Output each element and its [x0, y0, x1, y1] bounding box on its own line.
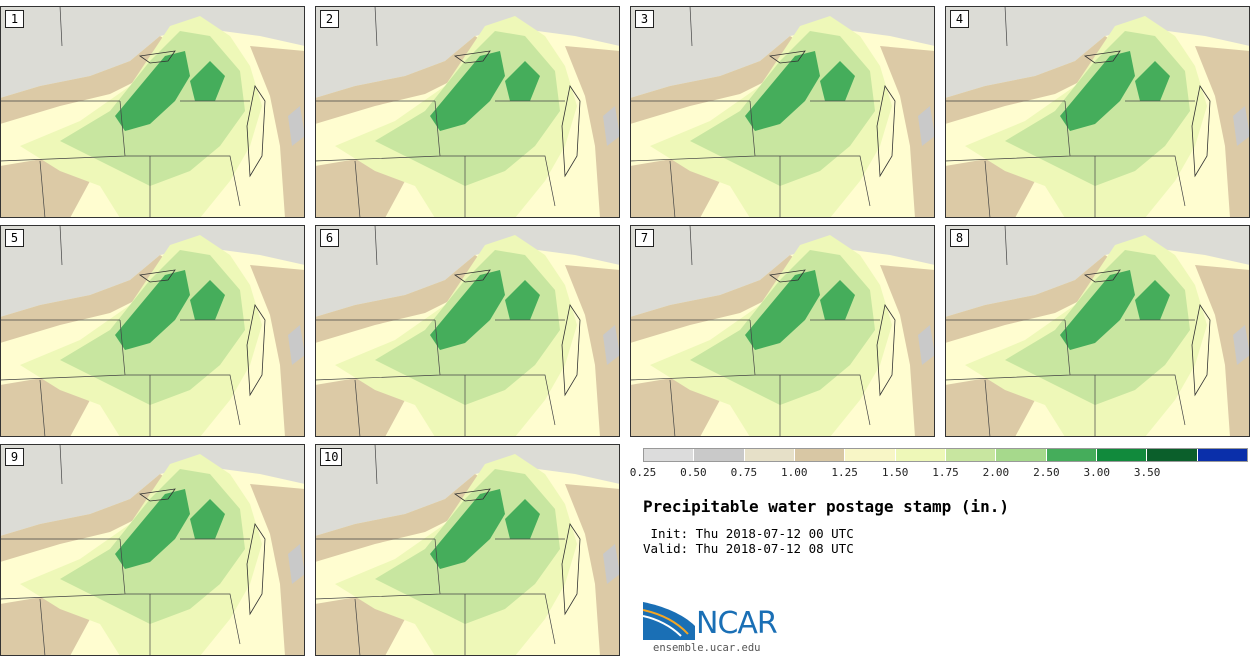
- ensemble-member-panel: 3: [630, 6, 935, 218]
- colorbar-tick: 0.50: [680, 466, 707, 479]
- colorbar-swatch: [1046, 449, 1097, 461]
- colorbar-swatch: [644, 449, 695, 461]
- colorbar-swatch: [945, 449, 997, 461]
- ensemble-member-panel: 6: [315, 225, 620, 437]
- precipitable-water-map: [0, 225, 305, 437]
- colorbar-tick: 1.00: [781, 466, 808, 479]
- member-number-label: 2: [320, 10, 339, 28]
- ensemble-member-panel: 10: [315, 444, 620, 656]
- member-number-label: 10: [320, 448, 343, 466]
- colorbar-tick: 3.00: [1083, 466, 1111, 479]
- colorbar-swatch: [1096, 449, 1148, 461]
- colorbar-tick: 2.00: [982, 466, 1010, 479]
- colorbar: [643, 448, 1248, 462]
- ensemble-member-panel: 2: [315, 6, 620, 218]
- ensemble-member-panel: 4: [945, 6, 1250, 218]
- member-number-label: 5: [5, 229, 24, 247]
- precipitable-water-map: [630, 6, 935, 218]
- precipitable-water-map: [0, 6, 305, 218]
- colorbar-swatch: [996, 449, 1047, 461]
- member-number-label: 7: [635, 229, 654, 247]
- init-time: Init: Thu 2018-07-12 00 UTC: [643, 526, 854, 541]
- chart-title: Precipitable water postage stamp (in.): [643, 497, 1010, 516]
- precipitable-water-map: [945, 6, 1250, 218]
- colorbar-tick: 1.50: [881, 466, 909, 479]
- colorbar-tick-labels: 0.25 0.50 0.75 1.00 1.25 1.50 1.75 2.00 2.50 3.00…: [630, 466, 1260, 480]
- valid-time: Valid: Thu 2018-07-12 08 UTC: [643, 541, 854, 556]
- member-number-label: 3: [635, 10, 654, 28]
- ensemble-url: ensemble.ucar.edu: [653, 642, 761, 654]
- colorbar-swatch: [845, 449, 896, 461]
- member-number-label: 4: [950, 10, 969, 28]
- ensemble-member-panel: 5: [0, 225, 305, 437]
- colorbar-tick: 1.25: [831, 466, 858, 479]
- ensemble-member-panel: 7: [630, 225, 935, 437]
- member-number-label: 8: [950, 229, 969, 247]
- ncar-logo-text: NCAR: [696, 606, 778, 641]
- colorbar-tick: 0.25: [629, 466, 657, 479]
- precipitable-water-map: [315, 225, 620, 437]
- ensemble-member-panel: 8: [945, 225, 1250, 437]
- ensemble-member-panel: 9: [0, 444, 305, 656]
- precipitable-water-map: [630, 225, 935, 437]
- colorbar-tick: 3.50: [1133, 466, 1161, 479]
- ncar-logo: [643, 602, 695, 640]
- colorbar-swatch: [744, 449, 795, 461]
- colorbar-tick: 0.75: [730, 466, 758, 479]
- colorbar-tick: 2.50: [1033, 466, 1060, 479]
- colorbar-swatch: [895, 449, 946, 461]
- colorbar-tick: 1.75: [932, 466, 959, 479]
- precipitable-water-map: [315, 444, 620, 656]
- precipitable-water-map: [315, 6, 620, 218]
- colorbar-swatch: [1147, 449, 1198, 461]
- member-number-label: 6: [320, 229, 339, 247]
- ensemble-member-panel: 1: [0, 6, 305, 218]
- colorbar-swatch: [1197, 449, 1247, 461]
- precipitable-water-map: [945, 225, 1250, 437]
- colorbar-swatch: [794, 449, 846, 461]
- precipitable-water-map: [0, 444, 305, 656]
- member-number-label: 1: [5, 10, 24, 28]
- colorbar-swatch: [694, 449, 745, 461]
- member-number-label: 9: [5, 448, 24, 466]
